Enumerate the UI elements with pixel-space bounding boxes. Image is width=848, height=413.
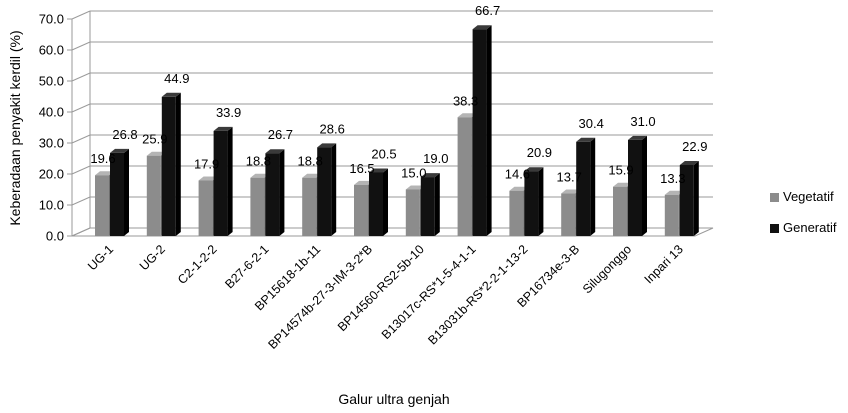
data-label-vegetatif: 38.3 xyxy=(453,93,478,108)
y-tick-label: 40.0 xyxy=(39,105,64,120)
data-label-vegetatif: 16.5 xyxy=(349,161,374,176)
data-label-vegetatif: 15.0 xyxy=(401,166,426,181)
data-label-vegetatif: 19.6 xyxy=(90,151,115,166)
legend: Vegetatif Generatif xyxy=(770,189,837,235)
gridlines xyxy=(71,10,713,237)
data-label-generatif: 30.4 xyxy=(579,116,604,131)
x-category-label: UG-1 xyxy=(85,242,116,273)
data-labels: 19.6 26.8 25.9 44.9 17.9 33.9 18.8 26.7 18.8 28.6… xyxy=(90,3,707,186)
y-tick-label: 70.0 xyxy=(39,12,64,27)
y-tick-label: 20.0 xyxy=(39,167,64,182)
y-tick-label: 30.0 xyxy=(39,136,64,151)
x-category-label: BP14574b-27-3-IM-3-2*B xyxy=(265,242,375,352)
gridline-side xyxy=(71,103,91,113)
data-label-generatif: 22.9 xyxy=(682,139,707,154)
y-tick-label: 60.0 xyxy=(39,43,64,58)
data-label-vegetatif: 14.6 xyxy=(505,167,530,182)
bar-generatif xyxy=(628,135,647,236)
data-label-generatif: 33.9 xyxy=(216,105,241,120)
x-category-label: B13031b-RS*2-2-1-13-2 xyxy=(425,242,530,347)
legend-swatch-generatif xyxy=(770,224,779,233)
data-label-vegetatif: 13.3 xyxy=(660,171,685,186)
x-axis-categories: UG-1 UG-2 C2-1-2-2 B27-6-2-1BP15618-1b-11BP… xyxy=(85,242,686,352)
bar-generatif xyxy=(317,143,337,236)
gridline-side xyxy=(71,72,91,82)
data-label-generatif: 31.0 xyxy=(630,114,655,129)
bar-generatif xyxy=(213,126,233,236)
bar-generatif xyxy=(472,25,492,237)
bar-generatif xyxy=(369,168,388,236)
y-axis-ticks: 0.0 10.0 20.0 30.0 40.0 50.0 60.0 70.0 xyxy=(39,12,72,244)
data-label-generatif: 20.9 xyxy=(527,145,552,160)
gridline-side xyxy=(71,10,91,20)
legend-label-generatif: Generatif xyxy=(783,220,837,235)
data-label-vegetatif: 18.8 xyxy=(246,154,271,169)
bar-generatif xyxy=(110,148,129,236)
x-category-label: B13017c-RS*1-5-4-1-1 xyxy=(379,242,479,342)
x-category-label: C2-1-2-2 xyxy=(175,242,220,287)
data-label-generatif: 44.9 xyxy=(164,71,189,86)
bar-series xyxy=(95,25,699,237)
data-label-generatif: 66.7 xyxy=(475,3,500,18)
gridline-side xyxy=(71,134,91,144)
bar-generatif xyxy=(524,167,544,236)
bar-generatif xyxy=(679,161,699,236)
legend-swatch-vegetatif xyxy=(770,193,779,202)
y-tick-label: 0.0 xyxy=(46,229,64,244)
gridline-side xyxy=(71,227,91,237)
bar-generatif xyxy=(576,137,596,236)
x-category-label: Inpari 13 xyxy=(642,242,686,286)
data-label-generatif: 20.5 xyxy=(371,146,396,161)
bar-generatif xyxy=(265,149,285,236)
data-label-vegetatif: 17.9 xyxy=(194,157,219,172)
gridline-side xyxy=(71,41,91,51)
gridline-side xyxy=(71,165,91,175)
data-label-vegetatif: 15.9 xyxy=(608,163,633,178)
y-axis-title: Keberadaan penyakit kerdil (%) xyxy=(7,30,23,225)
legend-label-vegetatif: Vegetatif xyxy=(783,189,834,204)
x-category-label: Silugonggo xyxy=(580,242,634,296)
bar-generatif xyxy=(420,173,440,236)
bar-generatif xyxy=(161,92,181,236)
gridline-side xyxy=(71,196,91,206)
data-label-generatif: 19.0 xyxy=(423,151,448,166)
x-category-label: B27-6-2-1 xyxy=(222,242,271,291)
data-label-generatif: 26.8 xyxy=(112,127,137,142)
x-category-label: BP14560-RS2-5b-10 xyxy=(335,242,427,334)
data-label-vegetatif: 13.7 xyxy=(557,170,582,185)
x-category-label: UG-2 xyxy=(137,242,168,273)
data-label-generatif: 28.6 xyxy=(320,121,345,136)
y-tick-label: 10.0 xyxy=(39,198,64,213)
data-label-vegetatif: 25.9 xyxy=(142,132,167,147)
x-axis-title: Galur ultra genjah xyxy=(338,391,449,407)
y-tick-label: 50.0 xyxy=(39,74,64,89)
data-label-vegetatif: 18.8 xyxy=(298,154,323,169)
data-label-generatif: 26.7 xyxy=(268,127,293,142)
